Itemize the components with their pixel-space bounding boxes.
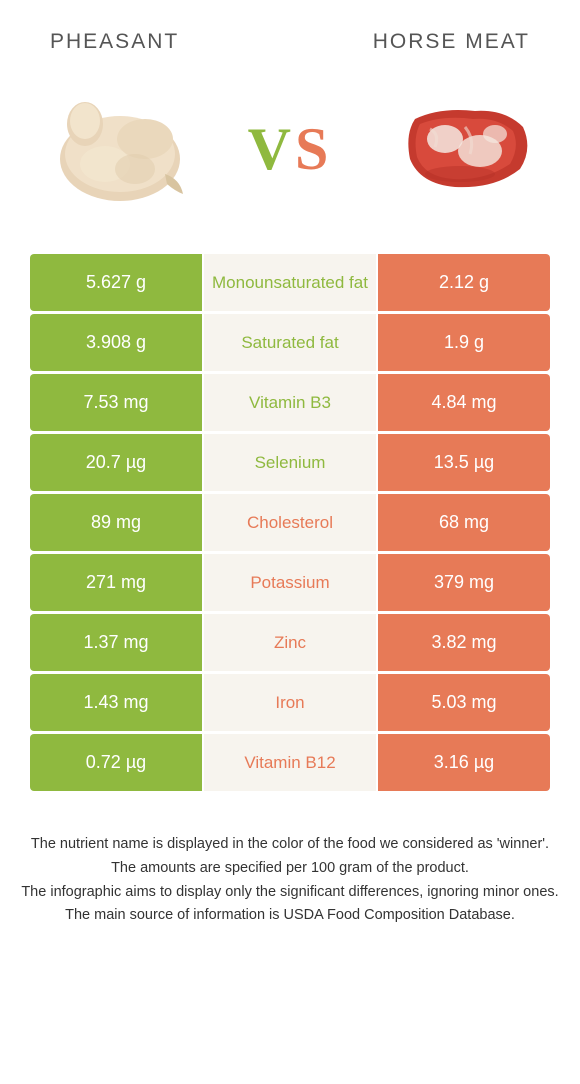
- table-row: 3.908 g Saturated fat 1.9 g: [30, 314, 550, 371]
- vs-label: VS: [248, 115, 333, 184]
- left-value: 0.72 µg: [30, 734, 202, 791]
- nutrient-label: Vitamin B3: [204, 374, 376, 431]
- left-value: 7.53 mg: [30, 374, 202, 431]
- right-value: 68 mg: [378, 494, 550, 551]
- left-value: 20.7 µg: [30, 434, 202, 491]
- table-row: 271 mg Potassium 379 mg: [30, 554, 550, 611]
- nutrient-table: 5.627 g Monounsaturated fat 2.12 g 3.908…: [30, 254, 550, 791]
- left-value: 1.43 mg: [30, 674, 202, 731]
- table-row: 5.627 g Monounsaturated fat 2.12 g: [30, 254, 550, 311]
- images-row: VS: [0, 64, 580, 244]
- footer-line-2: The amounts are specified per 100 gram o…: [20, 858, 560, 880]
- nutrient-label: Zinc: [204, 614, 376, 671]
- nutrient-label: Saturated fat: [204, 314, 376, 371]
- nutrient-label: Monounsaturated fat: [204, 254, 376, 311]
- horse-meat-image: [380, 74, 550, 224]
- nutrient-label: Vitamin B12: [204, 734, 376, 791]
- left-value: 3.908 g: [30, 314, 202, 371]
- table-row: 7.53 mg Vitamin B3 4.84 mg: [30, 374, 550, 431]
- footer-line-4: The main source of information is USDA F…: [20, 905, 560, 927]
- right-title: HORSE MEAT: [373, 30, 530, 54]
- right-value: 379 mg: [378, 554, 550, 611]
- nutrient-label: Cholesterol: [204, 494, 376, 551]
- left-value: 5.627 g: [30, 254, 202, 311]
- table-row: 0.72 µg Vitamin B12 3.16 µg: [30, 734, 550, 791]
- right-value: 4.84 mg: [378, 374, 550, 431]
- right-value: 3.82 mg: [378, 614, 550, 671]
- header: PHEASANT HORSE MEAT: [0, 0, 580, 64]
- table-row: 1.37 mg Zinc 3.82 mg: [30, 614, 550, 671]
- left-value: 271 mg: [30, 554, 202, 611]
- right-value: 5.03 mg: [378, 674, 550, 731]
- table-row: 20.7 µg Selenium 13.5 µg: [30, 434, 550, 491]
- left-title: PHEASANT: [50, 30, 179, 54]
- footer-line-1: The nutrient name is displayed in the co…: [20, 834, 560, 856]
- pheasant-image: [30, 74, 200, 224]
- vs-v: V: [248, 116, 295, 182]
- table-row: 89 mg Cholesterol 68 mg: [30, 494, 550, 551]
- footer-line-3: The infographic aims to display only the…: [20, 882, 560, 904]
- left-value: 1.37 mg: [30, 614, 202, 671]
- nutrient-label: Iron: [204, 674, 376, 731]
- right-value: 2.12 g: [378, 254, 550, 311]
- footer: The nutrient name is displayed in the co…: [0, 794, 580, 927]
- right-value: 13.5 µg: [378, 434, 550, 491]
- table-row: 1.43 mg Iron 5.03 mg: [30, 674, 550, 731]
- left-value: 89 mg: [30, 494, 202, 551]
- nutrient-label: Selenium: [204, 434, 376, 491]
- right-value: 1.9 g: [378, 314, 550, 371]
- right-value: 3.16 µg: [378, 734, 550, 791]
- vs-s: S: [295, 116, 332, 182]
- nutrient-label: Potassium: [204, 554, 376, 611]
